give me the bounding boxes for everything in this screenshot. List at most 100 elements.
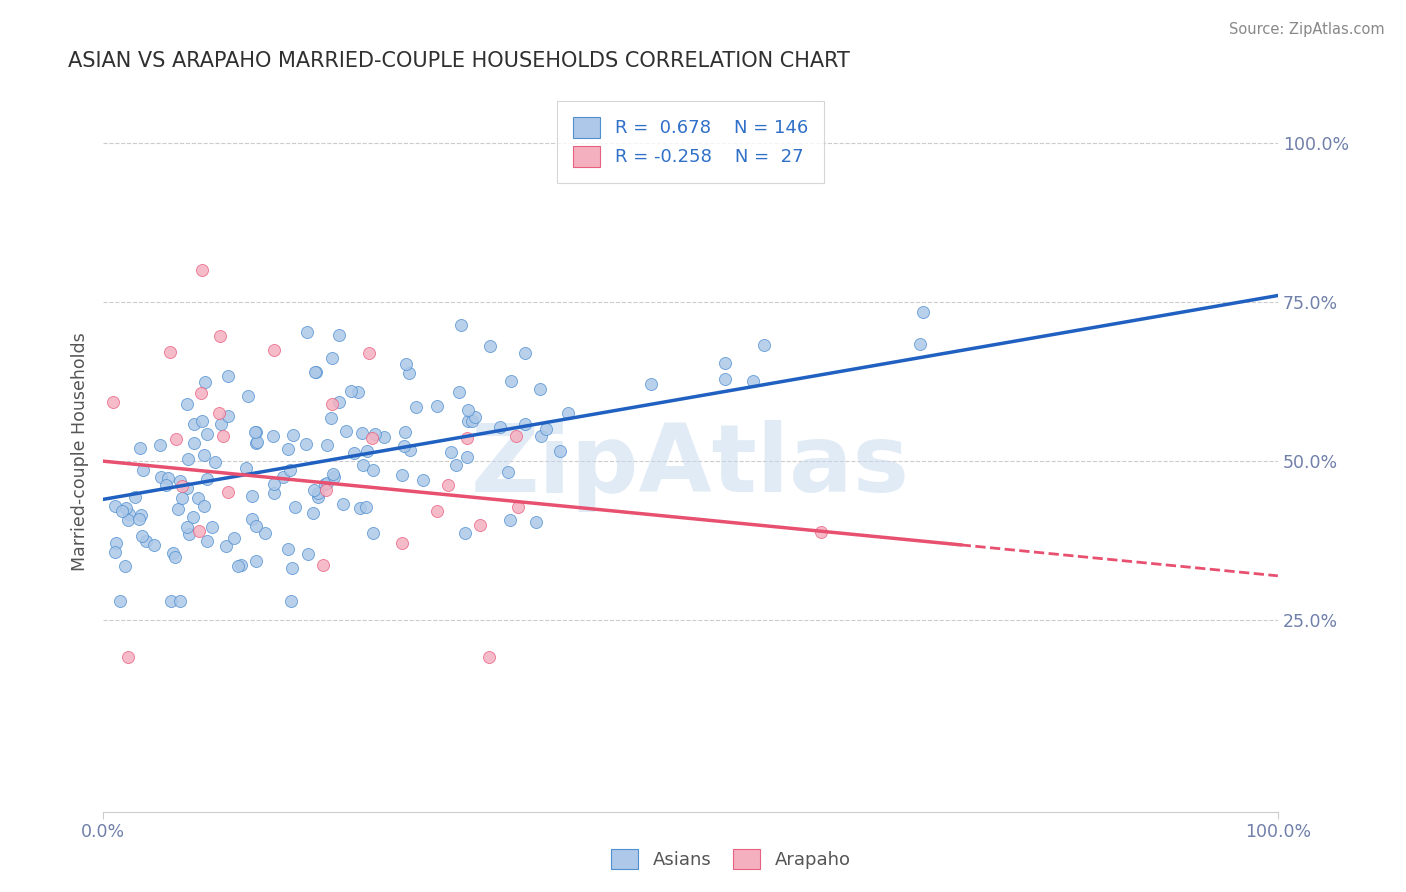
Point [426, 399, 449, 413]
Point [246, 434, 269, 449]
Point [165, 549, 187, 564]
Point [352, 458, 374, 473]
Point [128, 441, 150, 455]
Point [398, 366, 420, 380]
Point [238, 389, 260, 403]
Point [262, 428, 284, 442]
Point [912, 305, 935, 319]
Point [231, 558, 253, 573]
Point [277, 442, 299, 456]
Point [347, 384, 370, 399]
Point [450, 318, 472, 332]
Point [323, 470, 346, 484]
Point [209, 417, 232, 432]
Point [103, 499, 125, 513]
Point [177, 526, 200, 541]
Point [191, 414, 214, 428]
Point [361, 463, 384, 477]
Point [412, 473, 434, 487]
Point [457, 403, 479, 417]
Point [263, 476, 285, 491]
Point [714, 372, 737, 386]
Point [534, 422, 557, 436]
Point [297, 547, 319, 561]
Point [183, 435, 205, 450]
Point [356, 443, 378, 458]
Point [499, 513, 522, 527]
Point [426, 504, 449, 518]
Point [364, 427, 387, 442]
Point [391, 536, 413, 550]
Point [464, 409, 486, 424]
Point [399, 442, 422, 457]
Point [193, 448, 215, 462]
Point [124, 490, 146, 504]
Point [530, 429, 553, 443]
Point [478, 339, 501, 353]
Point [217, 369, 239, 384]
Point [181, 509, 204, 524]
Point [129, 508, 152, 523]
Point [111, 503, 134, 517]
Point [302, 483, 325, 498]
Point [271, 469, 294, 483]
Point [104, 536, 127, 550]
Point [195, 427, 218, 442]
Point [211, 429, 233, 443]
Point [810, 525, 832, 540]
Point [496, 465, 519, 479]
Point [135, 534, 157, 549]
Point [515, 346, 537, 360]
Point [908, 337, 931, 351]
Point [110, 594, 132, 608]
Point [183, 417, 205, 432]
Point [245, 436, 267, 450]
Point [281, 561, 304, 575]
Point [360, 432, 382, 446]
Point [343, 446, 366, 460]
Point [478, 650, 501, 665]
Point [312, 558, 335, 572]
Point [170, 479, 193, 493]
Point [640, 377, 662, 392]
Point [316, 475, 339, 490]
Point [557, 406, 579, 420]
Point [222, 531, 245, 545]
Point [176, 519, 198, 533]
Point [437, 478, 460, 492]
Point [128, 512, 150, 526]
Point [214, 539, 236, 553]
Point [104, 545, 127, 559]
Point [165, 432, 187, 446]
Point [357, 346, 380, 360]
Point [167, 502, 190, 516]
Point [132, 463, 155, 477]
Point [454, 525, 477, 540]
Point [170, 491, 193, 505]
Legend: R =  0.678    N = 146, R = -0.258    N =  27: R = 0.678 N = 146, R = -0.258 N = 27 [557, 101, 824, 183]
Point [156, 471, 179, 485]
Point [391, 468, 413, 483]
Point [294, 437, 316, 451]
Point [253, 525, 276, 540]
Point [226, 558, 249, 573]
Point [354, 500, 377, 515]
Point [321, 397, 343, 411]
Point [508, 500, 530, 514]
Point [190, 263, 212, 277]
Point [201, 520, 224, 534]
Point [169, 475, 191, 489]
Point [187, 524, 209, 538]
Point [501, 375, 523, 389]
Point [447, 385, 470, 400]
Point [114, 500, 136, 515]
Text: Source: ZipAtlas.com: Source: ZipAtlas.com [1229, 22, 1385, 37]
Point [263, 343, 285, 357]
Y-axis label: Married-couple Households: Married-couple Households [72, 332, 89, 571]
Point [505, 429, 527, 443]
Point [440, 445, 463, 459]
Point [305, 365, 328, 379]
Point [150, 469, 173, 483]
Point [280, 593, 302, 607]
Point [187, 491, 209, 505]
